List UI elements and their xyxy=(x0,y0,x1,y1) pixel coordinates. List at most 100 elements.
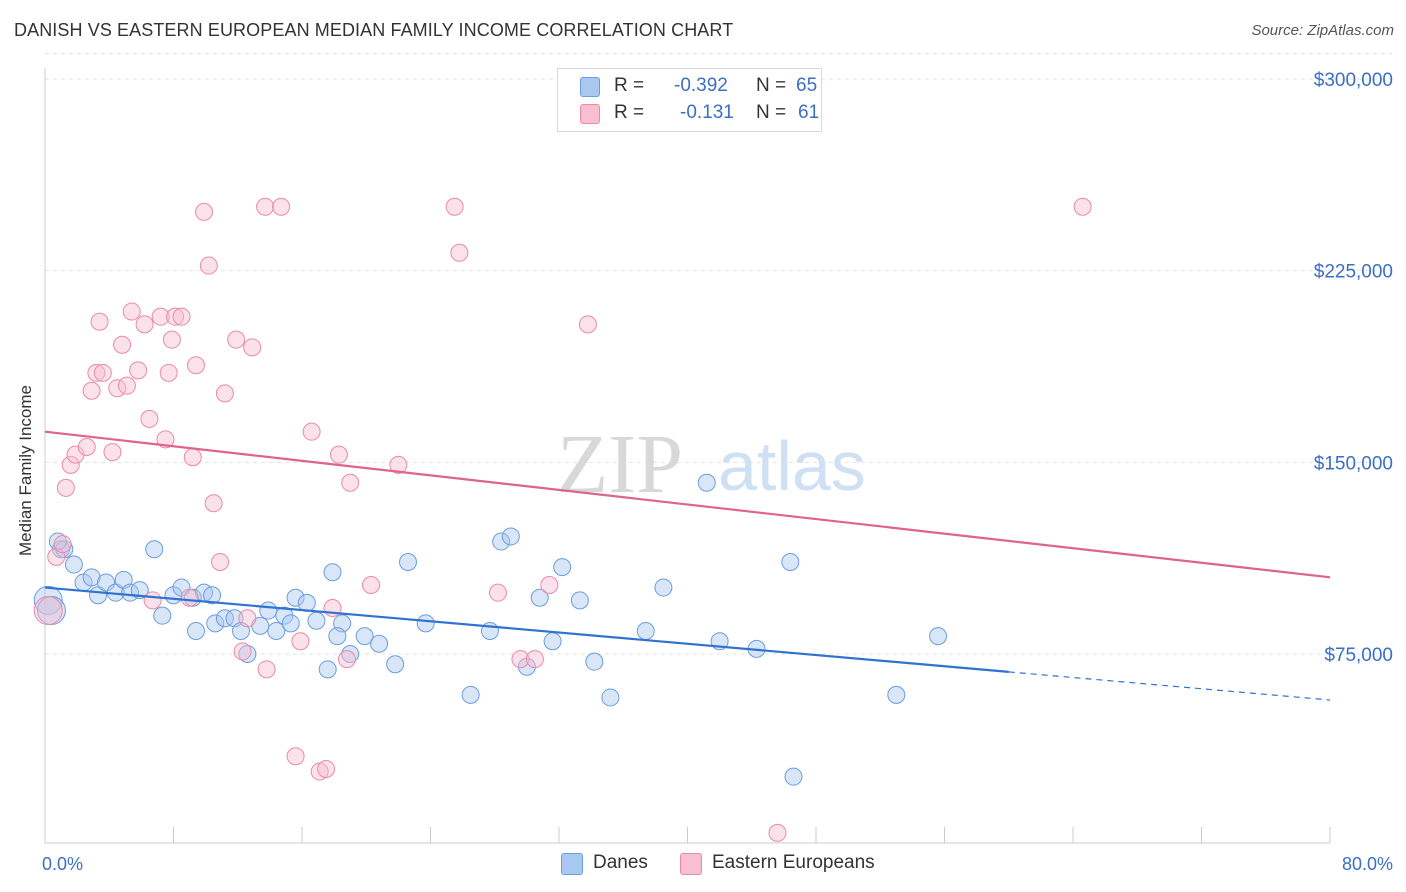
legend-r-label: R = xyxy=(614,75,645,96)
bottom-legend-swatch-danes xyxy=(561,853,583,875)
trend-line-danes xyxy=(44,586,1009,673)
point-danes xyxy=(570,591,589,610)
point-danes xyxy=(370,634,389,653)
point-danes xyxy=(82,568,101,587)
legend-n-label: N = xyxy=(756,75,787,96)
point-danes xyxy=(341,645,360,663)
point-eastern-europeans xyxy=(186,356,205,375)
point-eastern-europeans xyxy=(204,494,223,513)
legend-n-label: N = xyxy=(756,102,787,123)
point-danes xyxy=(33,585,63,615)
point-eastern-europeans xyxy=(93,363,112,382)
point-danes xyxy=(929,627,948,646)
point-danes xyxy=(328,627,347,646)
point-danes xyxy=(206,614,225,633)
point-eastern-europeans xyxy=(129,361,148,380)
point-eastern-europeans xyxy=(233,642,252,661)
point-eastern-europeans xyxy=(317,760,336,778)
point-eastern-europeans xyxy=(90,312,109,331)
point-danes xyxy=(416,614,435,633)
point-eastern-europeans xyxy=(445,197,464,216)
chart-title: DANISH VS EASTERN EUROPEAN MEDIAN FAMILY… xyxy=(14,20,734,40)
y-axis-label: Median Family Income xyxy=(16,384,35,556)
point-eastern-europeans xyxy=(1073,197,1092,216)
legend-r-value: -0.131 xyxy=(680,102,734,123)
point-eastern-europeans xyxy=(151,307,170,326)
y-tick-label: $150,000 xyxy=(1314,453,1393,474)
point-eastern-europeans xyxy=(162,330,181,349)
point-eastern-europeans xyxy=(172,307,191,326)
point-danes xyxy=(297,593,316,612)
point-eastern-europeans xyxy=(362,576,381,594)
legend-n-value: 65 xyxy=(796,75,818,96)
point-eastern-europeans xyxy=(238,609,257,628)
point-eastern-europeans xyxy=(143,591,162,610)
point-danes xyxy=(145,540,164,559)
point-eastern-europeans xyxy=(257,660,276,679)
point-danes xyxy=(784,767,803,786)
watermark-zip: ZIP xyxy=(557,418,683,511)
legend-swatch-danes xyxy=(580,77,600,97)
point-danes xyxy=(501,527,520,546)
point-eastern-europeans xyxy=(166,307,185,326)
x-tick-label-max: 80.0% xyxy=(1342,854,1393,874)
point-eastern-europeans xyxy=(180,588,199,607)
point-eastern-europeans xyxy=(33,596,63,626)
point-eastern-europeans xyxy=(87,363,106,382)
point-danes xyxy=(286,588,305,607)
point-danes xyxy=(323,563,342,582)
bottom-legend-label-eastern-europeans: Eastern Europeans xyxy=(712,852,875,873)
point-danes xyxy=(543,632,562,651)
point-danes xyxy=(636,622,655,640)
point-eastern-europeans xyxy=(140,409,159,428)
legend-swatch-eastern-europeans xyxy=(580,104,600,124)
tick-labels: $75,000 $150,000 $225,000 $300,000 0.0% 80.0% xyxy=(42,70,1393,874)
point-eastern-europeans xyxy=(195,202,214,221)
point-eastern-europeans xyxy=(122,302,141,321)
point-eastern-europeans xyxy=(159,363,178,382)
y-tick-label: $300,000 xyxy=(1314,70,1393,91)
point-eastern-europeans xyxy=(215,384,234,403)
point-eastern-europeans xyxy=(488,583,507,602)
point-eastern-europeans xyxy=(53,535,72,554)
trend-line-danes-extension xyxy=(1008,671,1331,701)
point-eastern-europeans xyxy=(291,632,310,651)
point-danes xyxy=(386,655,405,674)
point-eastern-europeans xyxy=(103,443,122,462)
point-danes xyxy=(48,532,67,551)
point-danes xyxy=(203,586,222,605)
point-eastern-europeans xyxy=(135,315,154,334)
point-eastern-europeans xyxy=(82,381,101,400)
bottom-legend-swatch-eastern-europeans xyxy=(680,853,702,875)
watermark-atlas: atlas xyxy=(718,427,866,505)
correlation-legend: R = -0.392 N = 65 R = -0.131 N = 61 xyxy=(557,68,822,132)
point-danes xyxy=(355,627,374,646)
point-danes xyxy=(307,611,326,630)
point-danes xyxy=(267,622,286,640)
point-eastern-europeans xyxy=(302,422,321,441)
data-points xyxy=(33,197,1092,842)
point-eastern-europeans xyxy=(329,445,348,464)
point-eastern-europeans xyxy=(243,338,262,357)
point-eastern-europeans xyxy=(511,650,530,669)
point-eastern-europeans xyxy=(578,315,597,334)
point-eastern-europeans xyxy=(337,650,356,669)
point-eastern-europeans xyxy=(199,256,218,275)
point-eastern-europeans xyxy=(117,376,136,395)
point-danes xyxy=(238,645,257,663)
point-danes xyxy=(281,614,300,633)
point-eastern-europeans xyxy=(183,448,202,467)
axes xyxy=(44,68,1331,844)
point-danes xyxy=(530,588,549,607)
y-tick-label: $225,000 xyxy=(1314,262,1393,283)
legend-n-value: 61 xyxy=(798,102,820,123)
bottom-legend-label-danes: Danes xyxy=(593,852,648,873)
point-danes xyxy=(259,601,278,620)
point-danes xyxy=(461,685,480,704)
point-eastern-europeans xyxy=(341,473,360,492)
point-danes xyxy=(887,685,906,704)
point-eastern-europeans xyxy=(211,553,230,571)
point-eastern-europeans xyxy=(156,430,175,449)
point-eastern-europeans xyxy=(389,455,408,474)
